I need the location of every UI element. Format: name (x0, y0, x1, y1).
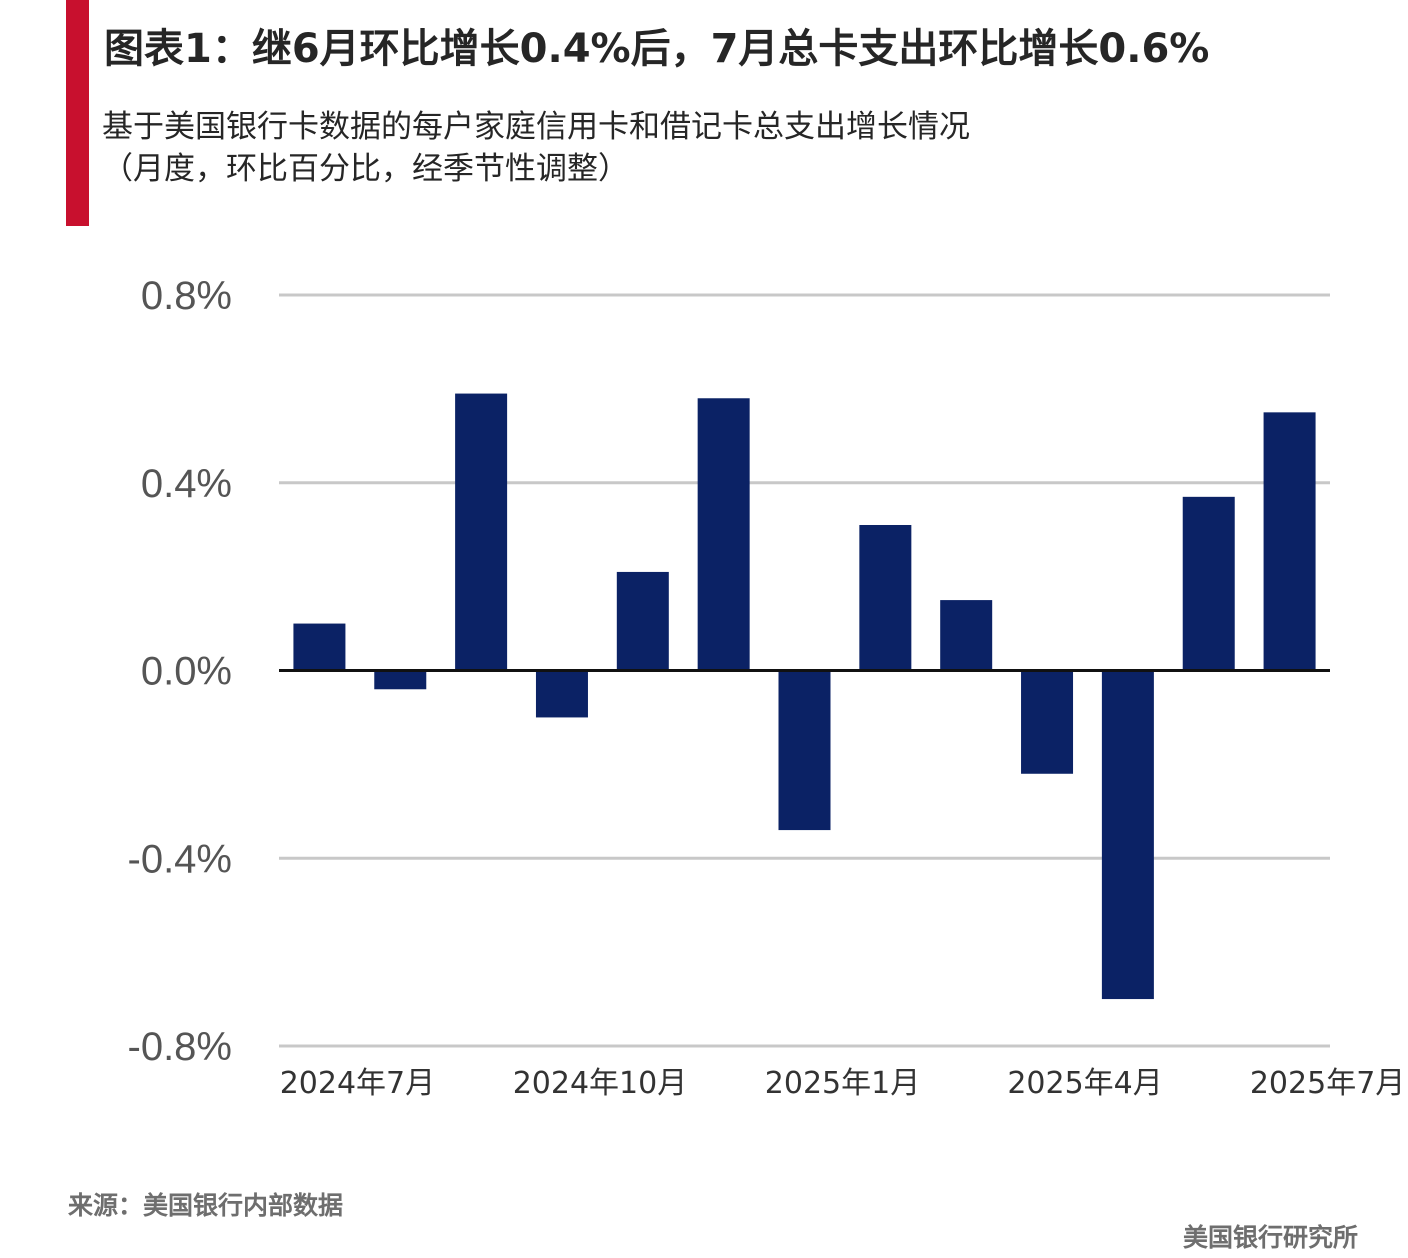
x-tick-label: 2024年7月 (280, 1066, 435, 1101)
bar-11 (1182, 496, 1235, 671)
subtitle-line-1: 基于美国银行卡数据的每户家庭信用卡和借记卡总支出增长情况 (102, 109, 970, 145)
x-tick-label: 2024年10月 (513, 1066, 688, 1101)
bar-7 (859, 524, 912, 671)
y-tick-label: -0.8% (128, 1025, 233, 1069)
source-note: 来源：美国银行内部数据 (68, 1191, 344, 1220)
bar-0 (293, 623, 346, 671)
y-tick-label: 0.0% (141, 650, 232, 694)
bar-3 (535, 670, 588, 718)
x-tick-label: 2025年1月 (765, 1066, 920, 1101)
y-tick-label: 0.8% (141, 274, 232, 318)
bar-chart: 0.8%0.4%0.0%-0.4%-0.8% 2024年7月 2024年10月 20… (128, 274, 1406, 1101)
chart-subtitle: 基于美国银行卡数据的每户家庭信用卡和借记卡总支出增长情况 （月度，环比百分比，经… (102, 106, 970, 190)
bar-2 (455, 393, 508, 671)
accent-bar (66, 0, 89, 226)
subtitle-line-2: （月度，环比百分比，经季节性调整） (102, 151, 629, 187)
bar-10 (1101, 670, 1154, 1000)
brand-label: 美国银行研究所 (1182, 1223, 1358, 1252)
x-tick-label: 2025年4月 (1007, 1066, 1162, 1101)
bar-6 (778, 670, 831, 831)
bar-4 (616, 571, 669, 671)
x-tick-label: 2025年7月 (1250, 1066, 1405, 1101)
grid-layer (279, 293, 1330, 1048)
y-tick-layer: 0.8% 0.4% 0.0% -0.4% -0.8% (128, 274, 233, 1069)
bar-1 (374, 670, 427, 690)
y-tick-label: 0.4% (141, 462, 232, 506)
bar-9 (1021, 670, 1074, 774)
bar-layer (293, 393, 1316, 1000)
bar-12 (1263, 412, 1316, 671)
bar-5 (697, 398, 750, 671)
chart-title: 图表1：继6月环比增长0.4%后，7月总卡支出环比增长0.6% (104, 26, 1210, 72)
x-tick-layer: 2024年7月 2024年10月 2025年1月 2025年4月 2025年7月 (280, 1066, 1406, 1101)
bar-8 (940, 600, 993, 671)
y-tick-label: -0.4% (128, 837, 233, 881)
